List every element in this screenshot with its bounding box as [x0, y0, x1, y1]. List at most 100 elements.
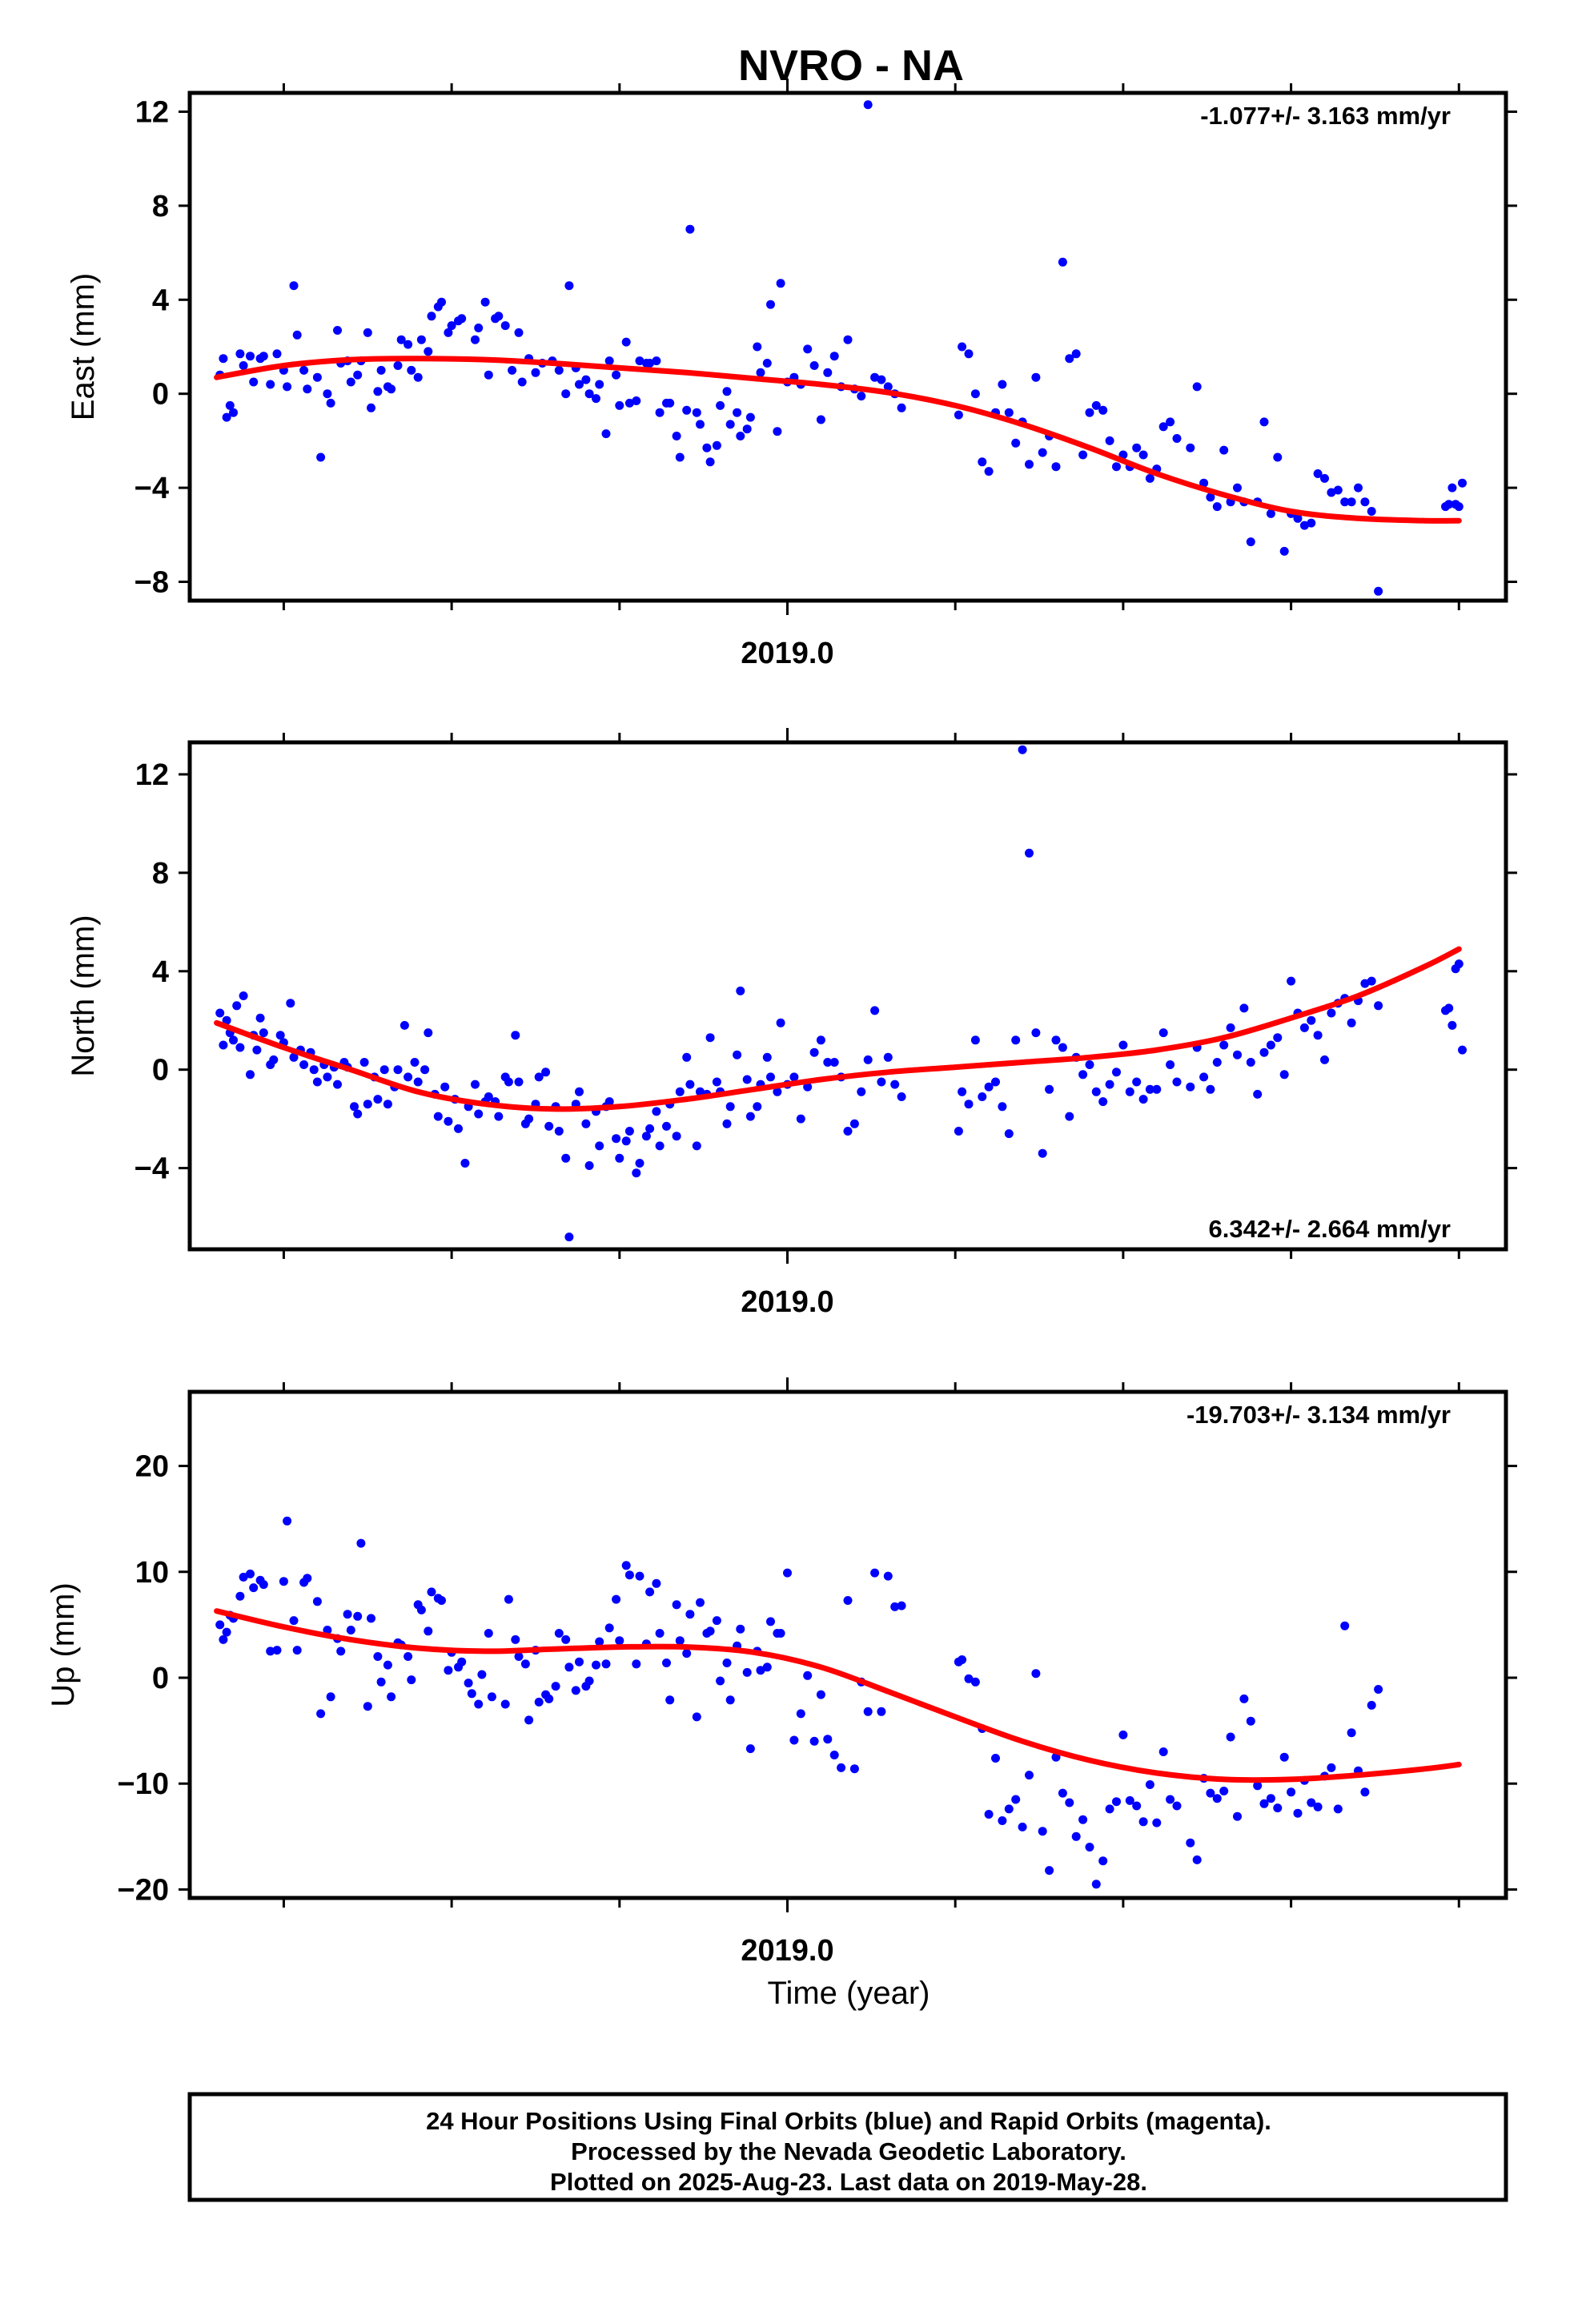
data-point	[692, 408, 701, 417]
data-point	[816, 415, 825, 424]
data-point	[1313, 1031, 1323, 1040]
data-point	[1145, 1780, 1154, 1789]
data-point	[733, 1050, 742, 1059]
data-point	[1458, 478, 1467, 488]
data-point	[991, 1077, 1000, 1087]
data-point	[1105, 436, 1114, 445]
data-point	[1199, 1072, 1209, 1082]
data-point	[299, 365, 309, 375]
data-point	[363, 1100, 372, 1109]
data-point	[471, 335, 480, 344]
data-point	[612, 1134, 621, 1144]
y-tick-label: −4	[135, 1152, 169, 1186]
data-point	[1158, 422, 1168, 432]
data-point	[356, 1538, 366, 1548]
data-point	[742, 1075, 752, 1084]
data-point	[1065, 354, 1074, 364]
data-point	[745, 412, 755, 422]
data-point	[584, 1161, 594, 1170]
data-point	[323, 1626, 332, 1634]
data-point	[1340, 1621, 1350, 1630]
data-point	[870, 1006, 880, 1015]
data-point	[383, 1660, 392, 1670]
y-tick-label: 8	[152, 190, 169, 223]
data-point	[571, 1686, 580, 1695]
data-point	[1206, 493, 1215, 502]
data-point	[1118, 1040, 1128, 1050]
data-point	[1031, 1028, 1041, 1038]
data-point	[303, 384, 312, 394]
data-point	[396, 335, 406, 344]
data-point	[970, 389, 980, 399]
data-point	[1186, 1838, 1195, 1848]
data-point	[219, 1634, 228, 1644]
data-point	[877, 375, 886, 384]
data-point	[457, 1657, 467, 1667]
data-point	[753, 342, 762, 352]
data-point	[1206, 1788, 1215, 1798]
data-point	[289, 1616, 299, 1626]
data-point	[279, 1577, 288, 1586]
data-point	[531, 368, 540, 377]
data-point	[1078, 1815, 1088, 1824]
data-point	[635, 1159, 644, 1168]
y-tick-label: 12	[135, 758, 169, 792]
data-point	[1360, 1787, 1370, 1797]
y-tick-label: 4	[152, 283, 169, 317]
data-point	[655, 1141, 665, 1151]
data-point	[1078, 450, 1088, 460]
data-point	[474, 1699, 484, 1709]
data-point	[672, 1132, 681, 1141]
data-point	[215, 1620, 225, 1630]
data-point	[682, 1052, 692, 1062]
data-point	[524, 1114, 534, 1124]
data-point	[998, 1816, 1007, 1825]
data-point	[410, 1058, 420, 1067]
data-point	[964, 1674, 974, 1683]
data-point	[641, 1132, 651, 1141]
data-point	[1058, 257, 1067, 267]
data-point	[716, 1676, 725, 1686]
data-point	[984, 467, 994, 476]
data-point	[621, 1136, 631, 1146]
data-point	[632, 1659, 641, 1669]
x-tick-label: 2019.0	[741, 1285, 833, 1319]
data-point	[575, 380, 584, 389]
data-point	[303, 1574, 312, 1583]
data-point	[592, 394, 600, 404]
data-point	[487, 1692, 496, 1702]
data-point	[803, 1671, 813, 1680]
data-point	[783, 1568, 792, 1578]
data-point	[870, 1568, 880, 1578]
data-point	[897, 1092, 906, 1101]
data-point	[692, 1712, 701, 1722]
data-point	[1105, 1804, 1114, 1814]
data-point	[1333, 485, 1343, 495]
data-point	[958, 1655, 967, 1664]
data-point	[1004, 408, 1014, 417]
data-point	[682, 405, 692, 415]
data-point	[454, 1124, 463, 1133]
data-point	[1333, 1804, 1343, 1814]
data-point	[1158, 1747, 1168, 1756]
data-point	[387, 1692, 396, 1702]
y-tick-label: 10	[135, 1556, 169, 1590]
data-point	[849, 1119, 859, 1128]
footer-line-1: 24 Hour Positions Using Final Orbits (bl…	[426, 2107, 1271, 2135]
data-point	[816, 1690, 825, 1699]
data-point	[1112, 1068, 1121, 1077]
data-point	[400, 1020, 409, 1030]
data-point	[1313, 1802, 1323, 1811]
data-point	[823, 1058, 833, 1067]
data-point	[404, 1652, 413, 1661]
data-point	[440, 1082, 450, 1092]
x-tick-label: 2019.0	[741, 637, 833, 670]
data-point	[1287, 1787, 1296, 1797]
y-tick-label: −20	[118, 1873, 169, 1907]
data-point	[249, 1583, 259, 1593]
data-point	[863, 1707, 873, 1716]
data-point	[1347, 497, 1356, 507]
data-point	[1071, 349, 1081, 359]
data-point	[259, 352, 268, 361]
data-point	[843, 335, 853, 344]
